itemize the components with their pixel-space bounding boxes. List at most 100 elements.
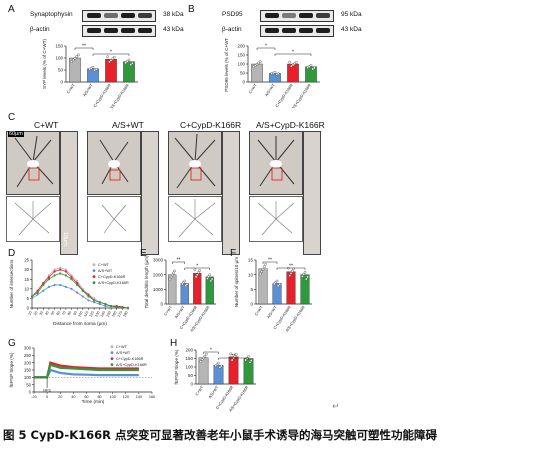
y-axis-label: SYP levels (% of C+WT)	[42, 38, 47, 89]
series-point	[47, 285, 51, 288]
y-tick-label: 10	[24, 286, 29, 291]
data-point	[70, 60, 73, 63]
data-point	[194, 275, 198, 279]
x-tick-label: C+WT	[248, 83, 258, 95]
legend-marker	[110, 345, 114, 348]
data-point	[277, 72, 280, 75]
data-point	[203, 354, 207, 358]
data-point	[124, 61, 127, 65]
series-point	[59, 272, 62, 275]
data-point	[313, 66, 316, 70]
blot-kda-actin-a: 43 kDa	[163, 26, 184, 33]
x-tick-label: C+CypD-K166R	[275, 83, 294, 108]
y-tick-label: 1000	[153, 287, 164, 292]
data-point	[206, 277, 209, 280]
data-point	[291, 63, 295, 67]
x-tick-label: 170	[117, 311, 123, 318]
data-point	[111, 57, 114, 61]
data-point	[173, 269, 176, 273]
x-tick-label: 120	[89, 311, 95, 318]
significance-bracket	[184, 267, 210, 270]
data-point	[205, 352, 208, 356]
scale-bar-label-10: 10μm	[62, 232, 68, 246]
significance-bracket	[92, 53, 130, 56]
data-point	[168, 277, 172, 281]
data-point	[306, 275, 309, 279]
series-point	[76, 283, 79, 287]
data-point	[305, 277, 308, 281]
y-tick-label: 50	[26, 382, 31, 387]
legend-entry: C+WT	[98, 263, 110, 267]
bar	[243, 358, 254, 385]
x-tick-label: C+WT	[195, 385, 205, 397]
significance-label: *	[196, 264, 198, 270]
data-point	[127, 58, 131, 62]
data-point	[255, 62, 259, 66]
data-point	[229, 352, 232, 356]
x-tick-label: A/S+WT	[264, 83, 276, 98]
series-line	[34, 363, 139, 379]
x-tick-label: 140	[136, 395, 142, 399]
series-point	[81, 289, 84, 292]
series-point	[76, 281, 79, 285]
series-point	[59, 283, 62, 287]
legend-entry: A/S+CypD-K166R	[98, 281, 129, 285]
series-point	[64, 274, 67, 277]
x-tick-label: A/S+WT	[174, 305, 186, 320]
data-point	[233, 354, 237, 358]
y-tick-label: 200	[24, 360, 32, 365]
chart-b-psd95: 0 50 100 150 200 PSD95 levels (% of C+WT) C+WT…	[224, 38, 320, 108]
micrograph-as-k166r	[249, 131, 303, 195]
x-axis-label: Distance from soma (μm)	[53, 321, 107, 327]
y-tick-label: 0	[190, 382, 193, 387]
x-tick-label: 40	[71, 395, 75, 399]
western-blot-band-actin-b	[260, 25, 334, 37]
series-point	[98, 303, 101, 306]
legend-marker	[92, 275, 96, 278]
significance-label: *	[265, 44, 267, 50]
y-tick-label: 100	[237, 62, 245, 67]
blot-kda-psd95: 95 kDa	[341, 11, 362, 18]
series-point	[121, 306, 124, 310]
x-tick-label: 180	[122, 311, 128, 318]
panel-letter-b: B	[188, 4, 195, 15]
significance-bracket	[274, 53, 312, 56]
series-point	[64, 285, 67, 288]
data-point	[250, 359, 253, 362]
y-tick-label: 150	[185, 356, 193, 361]
data-point	[172, 271, 175, 275]
series-point	[42, 281, 45, 285]
x-tick-label: A/S+WT	[82, 83, 94, 98]
bar	[123, 61, 135, 83]
x-tick-label: 30	[39, 311, 44, 316]
y-tick-label: 100	[24, 375, 32, 380]
y-axis-label: Number of intersections	[9, 259, 14, 308]
data-point	[170, 273, 174, 277]
legend-marker	[92, 269, 96, 272]
x-tick-label: 160	[111, 311, 117, 318]
data-point	[248, 361, 252, 364]
western-blot-band-actin-a	[82, 25, 156, 37]
series-point	[30, 295, 34, 298]
x-tick-label: 140	[100, 311, 106, 318]
x-tick-label: C+WT	[66, 83, 76, 95]
x-tick-label: 60	[56, 311, 61, 316]
y-tick-label: 50	[188, 373, 194, 378]
x-tick-label: C+WT	[254, 305, 264, 317]
data-point	[199, 360, 202, 363]
y-tick-label: 0	[242, 80, 245, 85]
series-point	[104, 303, 107, 306]
series-point	[93, 301, 96, 304]
spine-image-c-wt	[60, 131, 78, 255]
blot-label-psd95: PSD95	[222, 11, 243, 18]
x-tick-label: A/S+CypD-K166R	[291, 83, 312, 108]
western-blot-band-psd95	[260, 10, 334, 22]
figure-caption: 图 5 CypD-K166R 点突变可显著改善老年小鼠手术诱导的海马突触可塑性功…	[3, 428, 437, 442]
series-point	[53, 274, 56, 277]
legend-entry: A/S+WT	[98, 269, 113, 273]
y-axis-label: Number of spines/10 μm	[234, 257, 239, 307]
series-point	[109, 304, 113, 308]
y-tick-label: 3000	[153, 258, 164, 263]
data-point	[295, 61, 298, 64]
